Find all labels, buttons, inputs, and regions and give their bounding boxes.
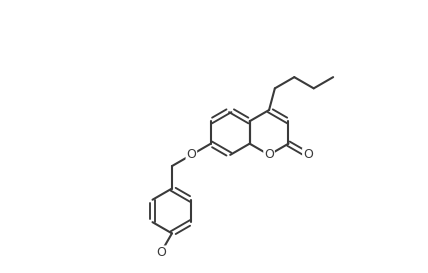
Text: O: O <box>156 246 166 259</box>
Text: O: O <box>303 148 313 161</box>
Text: O: O <box>187 148 196 161</box>
Text: O: O <box>264 148 274 161</box>
